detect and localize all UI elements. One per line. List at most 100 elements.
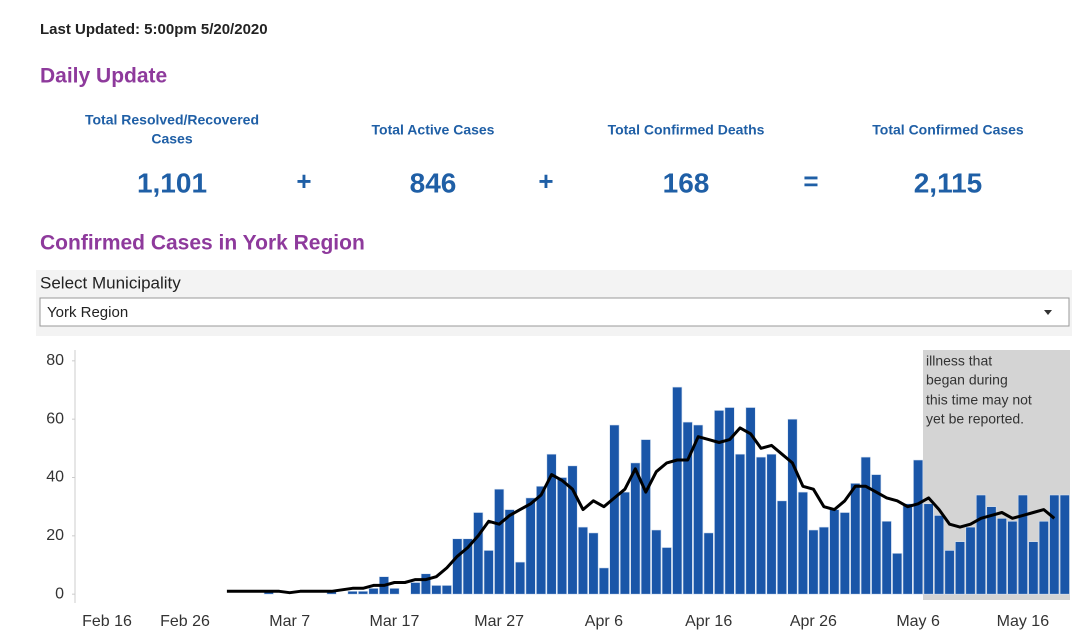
moving-average xyxy=(226,426,1056,595)
bar xyxy=(672,386,683,595)
bar xyxy=(1038,520,1049,595)
bar xyxy=(735,453,746,595)
stat-value: 168 xyxy=(663,167,710,198)
bar xyxy=(913,459,924,595)
bar xyxy=(881,520,892,595)
stat-label: Total Confirmed Deaths xyxy=(608,122,765,138)
bar xyxy=(368,588,379,595)
x-tick-label: May 16 xyxy=(997,613,1050,630)
x-tick-label: Apr 6 xyxy=(585,613,623,630)
bar xyxy=(724,407,735,595)
x-tick-label: Apr 26 xyxy=(790,613,837,630)
x-tick-label: Mar 17 xyxy=(370,613,420,630)
y-tick-label: 20 xyxy=(46,527,64,544)
stat-value: 1,101 xyxy=(137,167,207,198)
bar xyxy=(1017,494,1028,595)
bar xyxy=(536,485,547,595)
bar xyxy=(714,410,725,595)
bar xyxy=(410,582,421,595)
stat-label: Total Confirmed Cases xyxy=(872,122,1024,138)
bar xyxy=(431,585,442,595)
bar xyxy=(975,494,986,595)
bar xyxy=(1007,520,1018,595)
operator: = xyxy=(803,166,818,196)
stat-label: Total Resolved/Recovered xyxy=(85,112,259,128)
x-tick-label: Apr 16 xyxy=(685,613,732,630)
bar xyxy=(546,453,557,595)
bar xyxy=(598,567,609,595)
bar xyxy=(494,488,505,595)
bar xyxy=(504,509,515,595)
bar xyxy=(1049,494,1060,595)
bar xyxy=(902,503,913,595)
bar xyxy=(557,477,568,595)
bar xyxy=(808,529,819,595)
filter-label: Select Municipality xyxy=(40,273,181,292)
bar xyxy=(651,529,662,595)
bar xyxy=(996,518,1007,595)
bar xyxy=(965,526,976,595)
stat-value: 846 xyxy=(410,167,457,198)
bar xyxy=(839,512,850,595)
bar xyxy=(829,509,840,595)
stat-label: Total Active Cases xyxy=(372,122,495,138)
bar xyxy=(441,585,452,595)
stat-value: 2,115 xyxy=(914,167,983,198)
bar xyxy=(588,532,599,595)
stat-label: Cases xyxy=(151,131,192,147)
operator: + xyxy=(538,166,553,196)
bar xyxy=(452,538,463,595)
bar xyxy=(619,491,630,595)
bar xyxy=(682,421,693,595)
section-title: Confirmed Cases in York Region xyxy=(40,232,365,255)
bar xyxy=(389,588,400,595)
bar xyxy=(462,538,473,595)
bar xyxy=(567,465,578,595)
y-tick-label: 40 xyxy=(46,469,64,486)
annotation: this time may not xyxy=(926,392,1032,408)
bar xyxy=(358,590,369,595)
operator: + xyxy=(296,166,311,196)
dropdown[interactable] xyxy=(39,297,1070,327)
bar xyxy=(944,550,955,595)
bar xyxy=(525,497,536,595)
bar xyxy=(473,512,484,595)
bar xyxy=(577,526,588,595)
bar xyxy=(934,515,945,595)
bar xyxy=(347,590,358,595)
x-tick-label: May 6 xyxy=(896,613,940,630)
x-tick-label: Feb 26 xyxy=(160,613,210,630)
dropdown-value: York Region xyxy=(47,304,128,321)
x-tick-label: Mar 7 xyxy=(269,613,310,630)
bar xyxy=(776,500,787,595)
bar xyxy=(703,532,714,595)
bar xyxy=(745,407,756,595)
bar xyxy=(661,547,672,595)
section-title: Daily Update xyxy=(40,65,167,88)
bar xyxy=(609,424,620,595)
bar xyxy=(923,503,934,595)
bar xyxy=(860,456,871,595)
bar xyxy=(818,526,829,595)
bar xyxy=(787,418,798,595)
dropdown-arrow xyxy=(1044,310,1052,315)
y-tick-label: 80 xyxy=(46,352,64,369)
bar xyxy=(1028,541,1039,595)
x-tick-label: Mar 27 xyxy=(474,613,524,630)
bar xyxy=(640,439,651,595)
bar xyxy=(766,453,777,595)
bar xyxy=(630,462,641,595)
annotation: began during xyxy=(926,372,1008,388)
bar xyxy=(693,424,704,595)
last-updated: Last Updated: 5:00pm 5/20/2020 xyxy=(40,21,268,38)
bar xyxy=(850,483,861,595)
bar xyxy=(871,474,882,595)
x-tick-label: Feb 16 xyxy=(82,613,132,630)
bar xyxy=(756,456,767,595)
bar xyxy=(986,506,997,595)
bar xyxy=(420,573,431,595)
y-tick-label: 0 xyxy=(55,585,64,602)
annotation: illness that xyxy=(926,353,992,369)
bar xyxy=(955,541,966,595)
bar xyxy=(892,553,903,595)
